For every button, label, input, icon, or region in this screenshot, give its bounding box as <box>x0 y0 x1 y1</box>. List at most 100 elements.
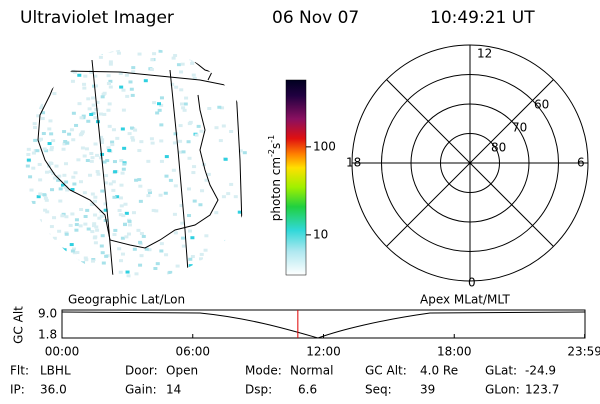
emission-dot <box>73 70 78 74</box>
field-label: GLon: <box>485 383 520 397</box>
emission-dot <box>51 172 56 176</box>
emission-dot <box>91 103 96 107</box>
emission-dot <box>121 214 126 218</box>
emission-dot <box>70 79 75 83</box>
emission-dot <box>153 267 158 271</box>
emission-dot <box>40 84 45 88</box>
emission-dot <box>147 190 152 194</box>
emission-dot <box>26 158 31 162</box>
emission-dot <box>49 240 54 244</box>
emission-dot <box>76 158 81 162</box>
emission-dot <box>188 229 193 233</box>
emission-dot <box>107 49 112 53</box>
emission-dot <box>158 193 163 197</box>
unit: s <box>269 143 283 149</box>
x-tick-label: 12:00 <box>306 345 341 359</box>
emission-dot <box>212 50 217 54</box>
emission-dot <box>147 188 152 192</box>
field-label: Flt: <box>10 364 29 378</box>
emission-dot <box>28 276 33 278</box>
emission-dots <box>25 48 255 278</box>
y-tick-label: 1.8 <box>38 328 57 342</box>
emission-dot <box>70 188 75 192</box>
emission-dot <box>86 119 91 123</box>
emission-dot <box>178 150 183 154</box>
emission-dot <box>124 73 129 77</box>
emission-dot <box>112 233 117 237</box>
emission-dot <box>56 258 61 262</box>
field-value: Normal <box>290 364 333 378</box>
emission-dot <box>116 51 121 55</box>
emission-dot <box>127 132 132 136</box>
emission-dot <box>180 221 185 225</box>
emission-dot <box>60 249 65 253</box>
emission-dot <box>125 270 130 274</box>
emission-dot <box>62 173 67 177</box>
timeline-right-title: Apex MLat/MLT <box>420 293 510 307</box>
emission-dot <box>29 188 34 192</box>
emission-dot <box>93 213 98 217</box>
emission-dot <box>171 168 176 172</box>
emission-dot <box>49 146 54 150</box>
emission-dot <box>39 103 44 107</box>
emission-dot <box>220 106 225 110</box>
emission-dot <box>152 101 157 105</box>
emission-dot <box>121 108 126 112</box>
emission-dot <box>49 132 54 136</box>
emission-dot <box>190 236 195 240</box>
emission-dot <box>99 244 104 248</box>
emission-dot <box>119 204 124 208</box>
emission-dot <box>187 156 192 160</box>
x-tick-label: 06:00 <box>175 345 210 359</box>
emission-dot <box>112 195 117 199</box>
title: Ultraviolet Imager <box>20 8 174 28</box>
emission-dot <box>118 196 123 200</box>
field-value: 6.6 <box>298 383 317 397</box>
emission-dot <box>83 222 88 226</box>
emission-dot <box>119 259 124 263</box>
emission-dot <box>33 92 38 96</box>
emission-dot <box>32 126 37 130</box>
emission-dot <box>120 171 125 175</box>
emission-dot <box>187 187 192 191</box>
emission-dot <box>223 157 228 161</box>
emission-dot <box>221 63 226 67</box>
emission-dot <box>80 146 85 150</box>
emission-dot <box>173 231 178 235</box>
unit: photon cm <box>269 157 283 221</box>
emission-dot <box>93 235 98 239</box>
emission-dot <box>43 208 48 212</box>
emission-dot <box>179 102 184 106</box>
emission-dot <box>82 154 87 158</box>
emission-dot <box>126 232 131 236</box>
emission-dot <box>155 111 160 115</box>
emission-dot <box>56 245 61 249</box>
emission-dot <box>40 58 45 62</box>
emission-dot <box>187 214 192 218</box>
emission-dot <box>90 156 95 160</box>
emission-dot <box>226 192 231 196</box>
emission-dot <box>181 106 186 110</box>
emission-dot <box>89 159 94 163</box>
emission-dot <box>159 103 164 107</box>
emission-dot <box>33 51 38 55</box>
emission-dot <box>134 272 139 276</box>
emission-dot <box>121 88 126 92</box>
emission-dot <box>28 259 33 263</box>
emission-dot <box>72 182 77 186</box>
emission-dot <box>154 209 159 213</box>
colorbar-label: photon cm-2s-1 <box>267 135 283 222</box>
emission-dot <box>78 53 83 57</box>
emission-dot <box>138 263 143 267</box>
emission-dot <box>100 152 105 156</box>
x-tick-label: 00:00 <box>45 345 80 359</box>
emission-dot <box>242 151 247 155</box>
field-value: 123.7 <box>525 383 559 397</box>
emission-dot <box>120 127 125 131</box>
emission-dot <box>87 271 92 275</box>
emission-dot <box>32 100 37 104</box>
emission-dot <box>98 55 103 59</box>
emission-dot <box>87 107 92 111</box>
emission-dot <box>41 241 46 245</box>
